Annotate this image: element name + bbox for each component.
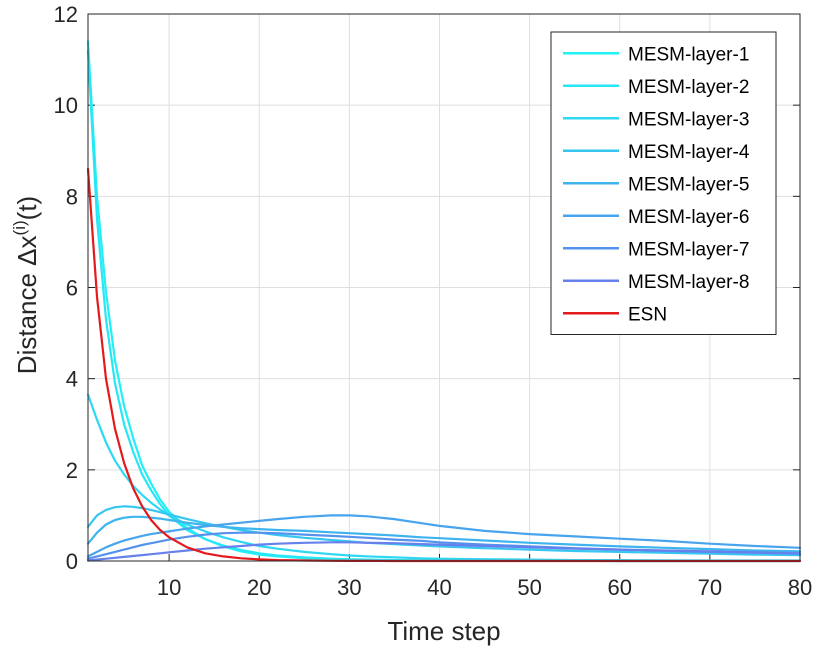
legend-label-mesm-layer-4: MESM-layer-4 (628, 142, 750, 163)
x-tick-label: 70 (698, 575, 722, 600)
x-tick-label: 10 (157, 575, 181, 600)
series-line-mesm-layer-6 (86, 514, 802, 558)
y-axis-title-superscript: (i) (10, 220, 29, 235)
plot-frame (87, 13, 801, 562)
y-tick-label: 12 (54, 2, 78, 27)
legend-label-mesm-layer-1: MESM-layer-1 (628, 44, 749, 65)
legend: MESM-layer-1 MESM-layer-2 MESM-layer-3 MESM… (550, 31, 777, 335)
x-tick-label: 30 (337, 575, 361, 600)
legend-label-mesm-layer-2: MESM-layer-2 (628, 77, 749, 98)
series-line-mesm-layer-5 (86, 515, 802, 553)
y-axis-title-main: Distance (12, 266, 42, 374)
x-tick-label: 20 (247, 575, 271, 600)
legend-label-mesm-layer-6: MESM-layer-6 (628, 207, 749, 228)
y-tick-label: 10 (54, 93, 78, 118)
x-tick-label: 40 (427, 575, 451, 600)
y-axis-title: Distance Δx(i)(t) (10, 196, 42, 374)
y-axis-title-symbol: Δx (12, 235, 42, 265)
x-tick-label: 50 (517, 575, 541, 600)
series-line-mesm-layer-8 (86, 541, 802, 562)
y-axis-title-tail: (t) (12, 196, 42, 221)
x-tick-label: 60 (608, 575, 632, 600)
series-line-mesm-layer-4 (86, 505, 802, 557)
y-tick-label: 4 (66, 367, 78, 392)
y-tick-label: 6 (66, 276, 78, 301)
axis-ticks: 10 20 30 40 50 60 70 80 0 2 4 6 8 10 12 (54, 2, 813, 600)
legend-label-mesm-layer-7: MESM-layer-7 (628, 239, 749, 260)
x-tick-label: 80 (788, 575, 812, 600)
y-tick-label: 2 (66, 458, 78, 483)
x-axis-title: Time step (387, 616, 500, 646)
legend-label-mesm-layer-8: MESM-layer-8 (628, 272, 749, 293)
legend-label-mesm-layer-5: MESM-layer-5 (628, 174, 749, 195)
legend-label-esn: ESN (628, 304, 667, 325)
y-tick-label: 8 (66, 184, 78, 209)
legend-label-mesm-layer-3: MESM-layer-3 (628, 109, 749, 130)
y-tick-label: 0 (66, 549, 78, 574)
